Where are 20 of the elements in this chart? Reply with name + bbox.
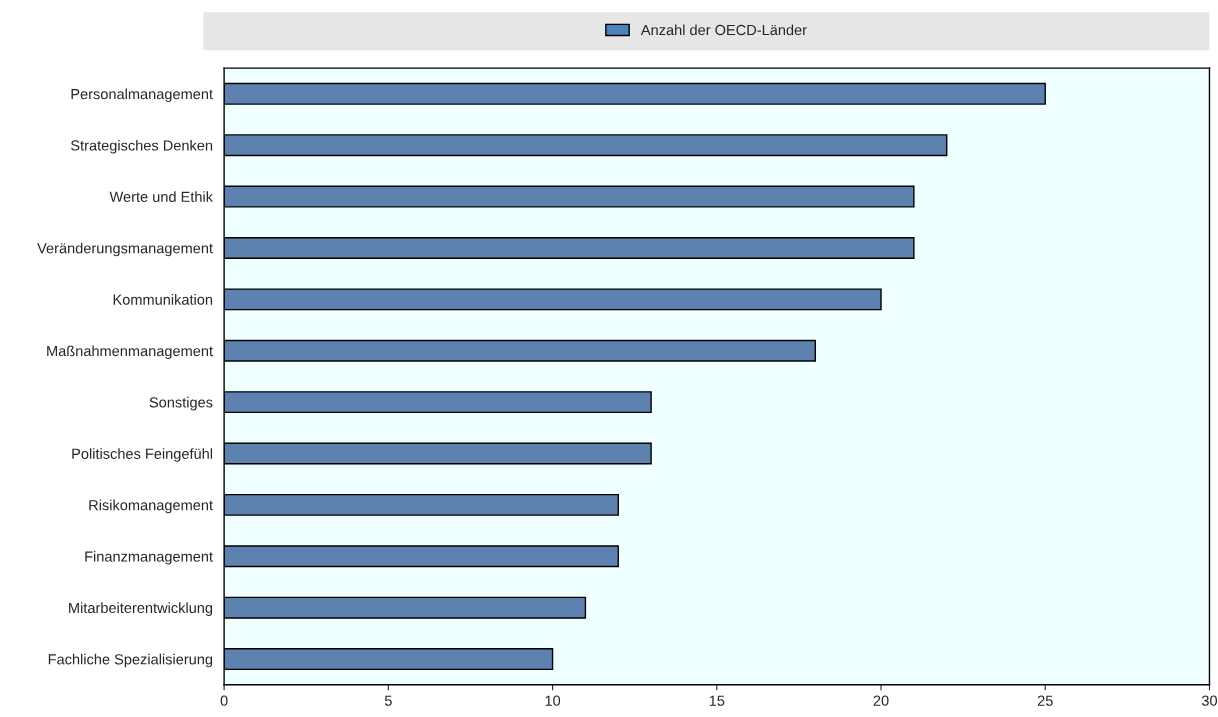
legend-label: Anzahl der OECD-Länder	[640, 24, 807, 36]
y-tick-label: Veränderungsmanagement	[37, 242, 213, 257]
y-tick-label: Werte und Ethik	[109, 191, 214, 203]
y-tick-label: Maßnahmenmanagement	[47, 345, 213, 360]
x-tick-label: 15	[709, 695, 725, 706]
y-tick-label: Sonstiges	[149, 396, 213, 411]
y-tick-label: Personalmanagement	[71, 88, 213, 103]
x-tick-label: 20	[873, 695, 889, 706]
y-tick-label: Mitarbeiterentwicklung	[69, 602, 213, 616]
x-tick-label: 0	[220, 695, 228, 706]
y-tick-label: Politisches Feingefühl	[72, 448, 213, 462]
x-tick-label: 30	[1201, 695, 1218, 706]
y-tick-label: Kommunikation	[113, 294, 213, 305]
y-tick-label: Strategisches Denken	[71, 139, 213, 154]
x-tick-label: 25	[1037, 695, 1053, 706]
y-tick-label: Fachliche Spezialisierung	[48, 653, 213, 668]
y-tick-label: Risikomanagement	[89, 499, 213, 514]
x-tick-label: 10	[545, 695, 561, 706]
y-tick-label: Finanzmanagement	[85, 550, 213, 565]
x-tick-label: 5	[384, 695, 392, 706]
